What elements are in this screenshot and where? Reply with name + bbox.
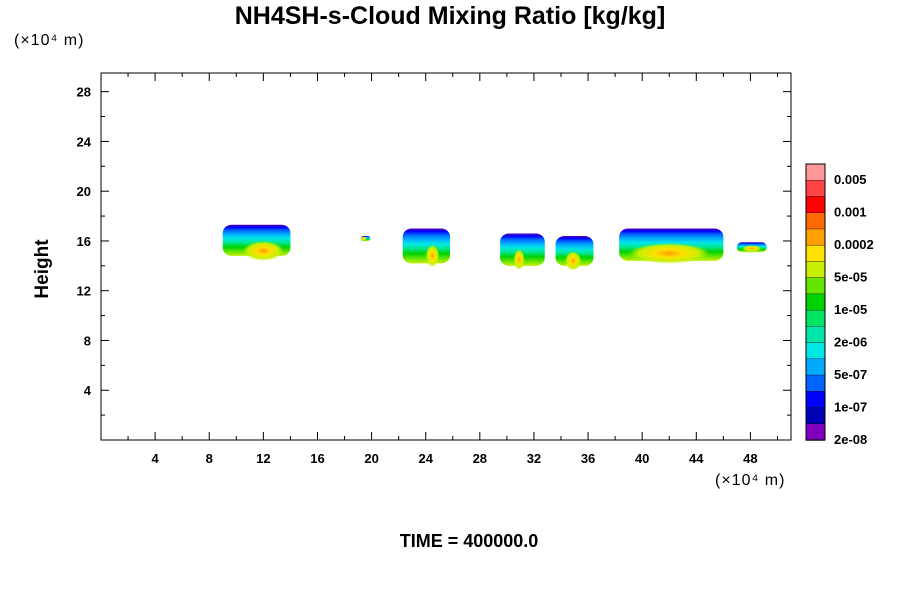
x-tick-label: 40 xyxy=(635,451,649,466)
colorbar-label: 0.005 xyxy=(834,172,867,187)
x-tick-label: 4 xyxy=(152,451,160,466)
colorbar-swatch xyxy=(805,244,826,263)
colorbar-swatch xyxy=(805,326,826,344)
colorbar-label: 0.001 xyxy=(834,205,867,220)
cloud-core xyxy=(513,249,525,270)
colorbar-swatch xyxy=(805,180,826,198)
colorbar-swatch xyxy=(805,277,826,295)
colorbar-swatch xyxy=(805,423,826,441)
x-tick-label: 44 xyxy=(689,451,704,466)
x-tick-label: 16 xyxy=(310,451,324,466)
colorbar-label: 2e-08 xyxy=(834,432,867,447)
colorbar-swatch xyxy=(805,163,826,181)
colorbar-swatch xyxy=(805,391,826,409)
cloud-region xyxy=(555,235,594,266)
colorbar-label: 0.0002 xyxy=(834,237,874,252)
colorbar-swatch xyxy=(805,261,826,279)
x-axis-unit: (×10⁴ m) xyxy=(715,472,786,489)
x-tick-label: 36 xyxy=(581,451,595,466)
colorbar-swatch xyxy=(805,309,826,328)
colorbar-label: 2e-06 xyxy=(834,335,867,350)
x-tick-label: 20 xyxy=(364,451,378,466)
chart-title: NH4SH-s-Cloud Mixing Ratio [kg/kg] xyxy=(234,2,666,30)
colorbar-label: 5e-07 xyxy=(834,367,867,382)
colorbar-swatch xyxy=(805,407,826,425)
y-tick-label: 16 xyxy=(77,234,91,249)
x-tick-label: 12 xyxy=(256,451,270,466)
cloud-core xyxy=(360,236,367,241)
colorbar-label: 1e-05 xyxy=(834,302,867,317)
cloud-core xyxy=(628,243,710,264)
y-tick-label: 24 xyxy=(77,134,92,149)
y-tick-label: 4 xyxy=(84,383,92,398)
x-tick-label: 24 xyxy=(418,451,433,466)
y-axis-unit: (×10⁴ m) xyxy=(14,32,85,49)
cloud-core xyxy=(243,240,284,261)
colorbar-frame xyxy=(805,163,826,441)
x-tick-label: 8 xyxy=(206,451,213,466)
time-label: TIME = 400000.0 xyxy=(399,531,539,551)
colorbar-label: 5e-05 xyxy=(834,270,867,285)
y-tick-label: 12 xyxy=(77,284,91,299)
x-tick-label: 28 xyxy=(473,451,487,466)
cloud-core xyxy=(565,251,582,271)
colorbar-swatch xyxy=(805,342,826,360)
colorbar-swatch xyxy=(805,374,826,392)
y-tick-label: 20 xyxy=(77,184,91,199)
cloud-core xyxy=(742,245,762,252)
colorbar-swatch xyxy=(805,228,826,246)
colorbar-swatch xyxy=(805,212,826,230)
cloud-core xyxy=(425,244,440,268)
colorbar-swatch xyxy=(805,196,826,214)
y-tick-label: 8 xyxy=(84,333,91,348)
colorbar-swatch xyxy=(805,358,826,376)
cloud-region xyxy=(500,233,545,266)
x-tick-label: 48 xyxy=(743,451,757,466)
colorbar-swatch xyxy=(805,293,826,311)
colorbar-label: 1e-07 xyxy=(834,400,867,415)
plot-frame xyxy=(100,72,792,441)
y-tick-label: 28 xyxy=(77,85,91,100)
x-tick-label: 32 xyxy=(527,451,541,466)
